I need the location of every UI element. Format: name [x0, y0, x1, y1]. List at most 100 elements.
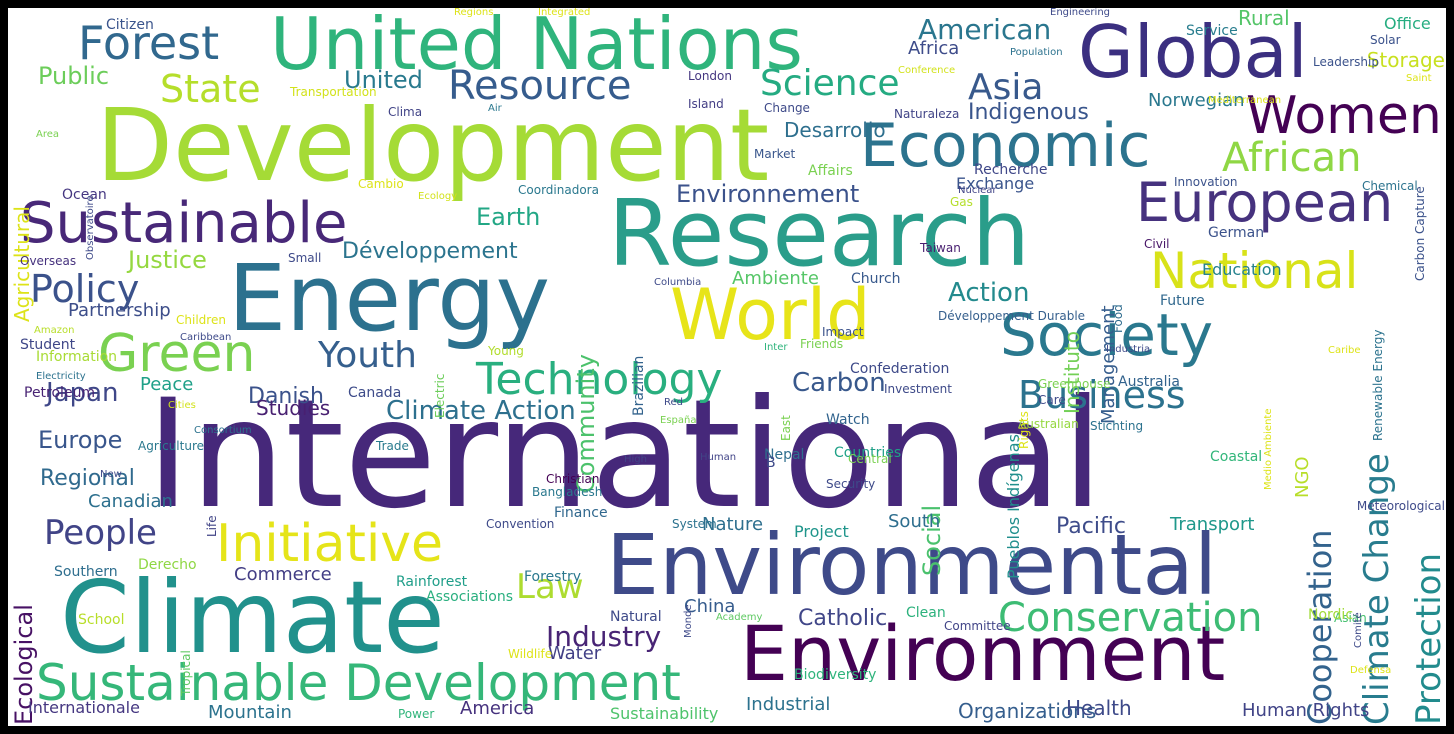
- word-service-142: Service: [1186, 23, 1238, 39]
- word-central-160: Central: [848, 452, 892, 466]
- word-forestry-122: Forestry: [524, 569, 582, 585]
- word-earth-44: Earth: [476, 203, 541, 231]
- word-confederation-109: Confederation: [850, 361, 950, 377]
- word-trade-106: Trade: [376, 439, 409, 453]
- word-future-89: Future: [1160, 293, 1205, 309]
- word-resource-23: Resource: [448, 63, 632, 109]
- word-industrial-82: Industrial: [746, 694, 831, 715]
- word-monde-194: Monde: [683, 604, 694, 638]
- word-food-139: Food: [1111, 304, 1125, 333]
- word-development-1: Development: [96, 87, 770, 204]
- word-exchange-95: Exchange: [956, 174, 1035, 193]
- word-power-130: Power: [398, 707, 435, 721]
- word-civil-140: Civil: [1144, 237, 1170, 251]
- word-countries-114: Countries: [834, 445, 902, 461]
- word-environnement-43: Environnement: [676, 180, 860, 208]
- word-energy-4: Energy: [228, 245, 551, 352]
- word-church-86: Church: [851, 271, 901, 287]
- word-academy-167: Academy: [716, 612, 763, 623]
- word-security-161: Security: [826, 477, 876, 491]
- word-defensa-196: Defensa: [1350, 665, 1392, 676]
- word-regional-48: Regional: [40, 466, 135, 491]
- word-meteorological-166: Meteorological: [1356, 499, 1445, 513]
- word-nordic-117: Nordic: [1308, 607, 1354, 623]
- word-london-133: London: [688, 69, 732, 83]
- word-science-24: Science: [760, 63, 900, 104]
- word-impact-148: Impact: [822, 325, 864, 339]
- word-naturaleza-179: Naturaleza: [894, 107, 960, 121]
- word-storage-60: Storage: [1366, 48, 1445, 72]
- word-economic-11: Economic: [860, 111, 1151, 181]
- word-state-29: State: [160, 67, 261, 111]
- word-developpement-durable-147: Développement Durable: [938, 309, 1086, 323]
- word-school-128: School: [78, 612, 125, 628]
- word-citizen-131: Citizen: [106, 17, 154, 33]
- word-health-81: Health: [1066, 696, 1132, 720]
- word-sustainable-10: Sustainable: [20, 191, 348, 256]
- word-people-28: People: [44, 513, 157, 553]
- word-policy-27: Policy: [30, 267, 140, 311]
- word-society-12: Society: [1000, 301, 1214, 369]
- word-associations-124: Associations: [426, 589, 514, 605]
- word-christian-110: Christian: [546, 472, 600, 486]
- word-international-0: International: [146, 368, 1104, 542]
- word-saint-187: Saint: [1406, 73, 1432, 84]
- word-law-35: Law: [516, 567, 584, 607]
- word-action-37: Action: [948, 278, 1030, 308]
- word-peace-65: Peace: [140, 374, 194, 395]
- word-stichting-93: Stichting: [1090, 419, 1144, 433]
- word-justice-45: Justice: [128, 246, 207, 274]
- word-affairs-97: Affairs: [808, 163, 853, 179]
- word-australia-91: Australia: [1118, 374, 1180, 390]
- word-women-19: Women: [1246, 86, 1442, 146]
- word-sustainable-development-15: Sustainable Development: [36, 654, 681, 712]
- word-climate-2: Climate: [60, 559, 445, 676]
- word-area-176: Area: [36, 129, 60, 140]
- word-industria-162: Industria: [1106, 344, 1151, 355]
- word-south-70: South: [888, 511, 941, 532]
- word-office-59: Office: [1384, 14, 1431, 33]
- word-consortium-171: Consortium: [194, 425, 252, 436]
- word-organizations-80: Organizations: [958, 699, 1097, 723]
- word-new-169: New: [100, 469, 122, 480]
- word-brazilian-121: Brazilian: [631, 355, 647, 416]
- word-ngo-69: NGO: [1292, 456, 1313, 499]
- word-ambiente-85: Ambiente: [732, 268, 819, 289]
- word-recherche-98: Recherche: [974, 162, 1048, 178]
- word-island-134: Island: [688, 97, 724, 111]
- word-australian-92: Australian: [1018, 417, 1079, 431]
- word-desarrollo-57: Desarrollo: [784, 118, 886, 142]
- word-nuclear-188: Nuclear: [958, 185, 997, 196]
- word-comite-195: Comité: [1353, 612, 1364, 648]
- word-market-136: Market: [754, 147, 796, 161]
- word-wildlife-129: Wildlife: [508, 647, 553, 661]
- word-engineering-184: Engineering: [1050, 8, 1110, 18]
- word-green-16: Green: [98, 324, 256, 384]
- word-education-87: Education: [1202, 260, 1282, 279]
- word-mountain-78: Mountain: [208, 702, 292, 723]
- word-human-173: Human: [700, 452, 737, 463]
- word-business-21: Business: [1018, 373, 1186, 417]
- word-care-157: Care: [1038, 393, 1066, 407]
- word-derecho-125: Derecho: [138, 557, 197, 573]
- word-europe-47: Europe: [38, 426, 123, 454]
- word-mediterranean-186: Mediterranean: [1208, 95, 1282, 106]
- word-canadian-68: Canadian: [88, 491, 173, 512]
- word-norwegian-62: Norwegian: [1148, 90, 1245, 111]
- word-coastal-115: Coastal: [1210, 449, 1263, 465]
- word-initiative-14: Initiative: [216, 514, 444, 574]
- word-german-88: German: [1208, 225, 1265, 241]
- word-rights-192: Rights: [1017, 411, 1031, 450]
- word-life-105: Life: [205, 515, 219, 537]
- word-water-76: Water: [548, 643, 602, 664]
- word-american-40: American: [918, 13, 1052, 46]
- word-regions-183: Regions: [454, 8, 494, 18]
- word-cities-170: Cities: [168, 400, 196, 411]
- word-columbia-189: Columbia: [654, 277, 702, 288]
- word-high-172: High: [624, 454, 647, 465]
- word-protection-33: Protection: [1409, 552, 1446, 725]
- word-innovation-146: Innovation: [1174, 175, 1238, 189]
- word-renewable-energy-90: Renewable Energy: [1371, 329, 1385, 442]
- word-finance-111: Finance: [554, 505, 608, 521]
